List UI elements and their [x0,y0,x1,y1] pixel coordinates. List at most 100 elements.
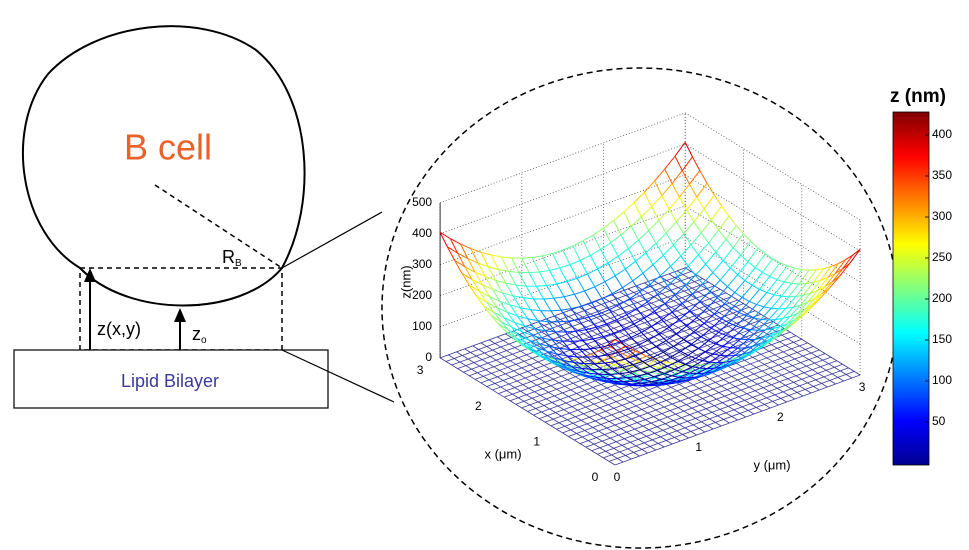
surface-mesh [619,371,630,375]
surface-mesh [566,277,578,283]
surface-mesh [709,279,721,292]
surface-mesh [744,267,756,281]
surface-mesh [525,342,537,349]
surface-mesh [457,252,466,267]
z-tick-label: 300 [412,257,432,271]
surface-mesh [559,348,568,357]
surface-mesh [804,304,813,311]
surface-mesh [609,304,620,311]
surface-mesh [725,325,737,336]
surface-mesh [539,343,550,347]
colorbar-tick-label: 250 [932,250,952,264]
surface-mesh [743,327,751,331]
floor-mesh [457,278,703,369]
surface-mesh [811,298,820,306]
surface-mesh [706,307,715,315]
surface-mesh [477,262,489,268]
surface-mesh [731,297,743,309]
surface-mesh [527,318,536,330]
surface-mesh [546,350,555,359]
surface-mesh [658,333,667,341]
surface-mesh [587,268,598,275]
surface-mesh [603,379,614,382]
surface-mesh [664,155,676,170]
surface-mesh [645,346,657,353]
surface-mesh [845,254,854,261]
surface-mesh [705,263,714,273]
surface-mesh [760,318,769,321]
y-tick-label: 0 [614,470,621,484]
grid-line [684,174,861,283]
surface-mesh [687,354,696,359]
surface-mesh [626,375,638,379]
surface-mesh [601,293,613,300]
surface-mesh [779,323,788,328]
colorbar-tick-label: 400 [932,127,952,141]
surface-mesh [600,242,612,250]
surface-mesh [680,255,689,267]
surface-mesh [702,353,714,362]
surface-mesh [700,232,709,244]
surface-mesh [725,225,737,240]
surface-mesh [807,289,819,303]
surface-mesh [830,263,839,267]
surface-mesh [559,264,571,269]
surface-mesh [703,313,715,324]
surface-mesh [765,253,773,260]
surface-mesh [664,368,676,375]
z-tick-label: 500 [412,195,432,209]
surface-mesh [696,307,708,318]
surface-mesh [572,340,581,350]
surface-mesh [594,362,605,365]
surface-mesh [821,281,833,295]
z-axis-label: z(nm) [398,265,413,298]
bilayer [13,349,329,409]
surface-mesh [626,314,635,325]
surface-mesh [572,340,584,342]
surface-mesh [638,239,647,254]
surface-mesh [735,315,747,327]
surface-mesh [721,205,730,217]
surface-mesh [711,327,719,333]
min-height-label: zo [192,324,207,346]
surface-mesh [677,354,689,362]
surface-mesh [562,249,571,265]
surface-mesh [460,243,469,259]
surface-mesh [769,326,781,337]
surface-mesh [483,305,492,316]
surface-mesh [732,327,744,339]
surface-mesh [569,349,578,358]
surface-mesh [611,287,623,295]
surface-mesh [794,267,802,271]
surface-mesh [683,233,692,246]
surface-mesh [622,364,633,368]
surface-mesh [817,285,826,291]
surface-mesh [814,293,823,299]
surface-mesh [724,292,736,304]
surface-mesh [786,313,798,325]
surface-mesh [757,247,766,255]
surface-mesh [829,275,841,289]
surface-mesh [503,317,512,328]
surface-mesh [716,355,728,364]
surface-mesh [671,170,683,184]
surface-mesh [638,230,650,241]
x-tick-label: 0 [592,470,599,484]
surface-mesh [692,293,701,302]
surface-mesh [556,353,565,362]
surface-mesh [708,229,720,244]
surface-mesh [591,302,600,315]
surface-mesh [646,301,655,312]
surface-mesh [670,265,679,277]
surface-mesh [522,343,534,351]
surface-mesh [600,347,609,356]
surface-mesh [552,339,563,342]
surface-mesh [787,265,795,269]
surface-mesh [677,360,686,365]
surface-mesh [772,326,781,330]
surface-mesh [679,372,690,378]
surface-mesh [585,374,597,378]
surface-mesh [643,192,653,207]
surface-mesh [681,303,690,312]
surface-mesh [636,308,645,319]
